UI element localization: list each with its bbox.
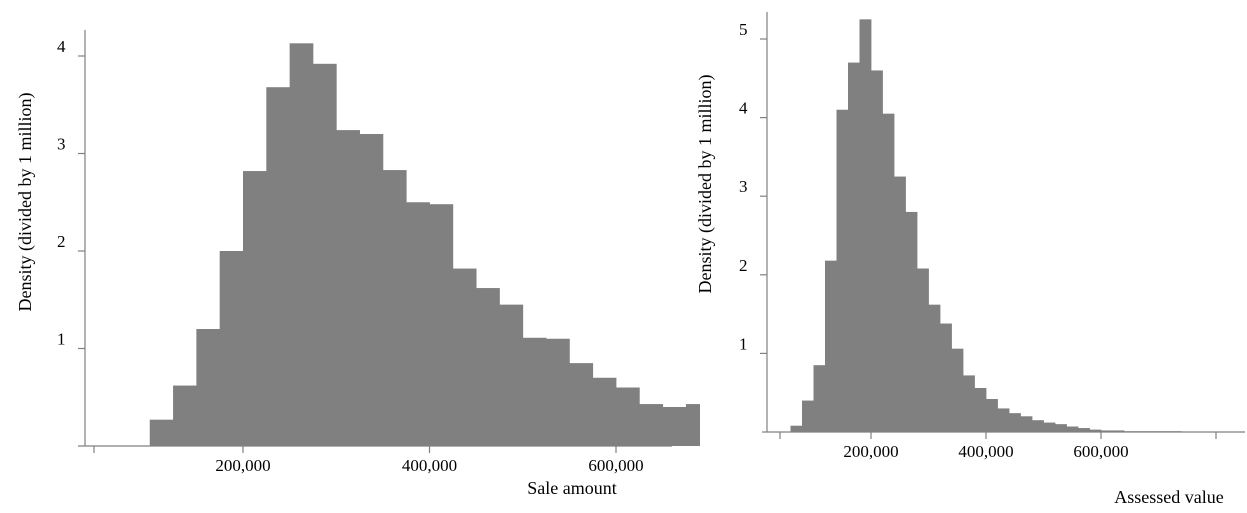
histogram-bar	[1009, 413, 1021, 432]
histogram-bar	[813, 365, 826, 432]
y-axis-title: Density (divided by 1 million)	[15, 93, 36, 312]
histogram-bar	[173, 385, 197, 446]
x-axis: 200,000 400,000 600,000	[78, 445, 672, 475]
histogram-bar	[997, 408, 1010, 432]
histogram-bar	[149, 419, 174, 446]
y-tick-label: 4	[57, 37, 66, 56]
histogram-bar	[917, 268, 929, 432]
histogram-bar	[894, 176, 906, 432]
x-tick-label: 600,000	[588, 456, 643, 475]
histogram-bar	[951, 348, 964, 432]
histogram-bar	[1055, 424, 1067, 432]
y-tick-label: 1	[739, 334, 748, 353]
histogram-bar	[336, 130, 360, 446]
y-axis-title: Density (divided by 1 million)	[695, 75, 716, 294]
histogram-bar	[452, 268, 477, 446]
histogram-bar	[882, 113, 895, 433]
y-tick-label: 3	[57, 135, 66, 154]
histogram-bar	[1066, 426, 1079, 432]
histogram-bar	[1020, 416, 1033, 432]
histogram-bar	[359, 134, 384, 446]
histogram-bar	[616, 387, 640, 446]
histogram-bar	[1078, 428, 1090, 432]
histogram-bar	[406, 202, 430, 446]
histogram-bar	[802, 400, 814, 432]
histogram-bar	[1043, 422, 1056, 432]
histogram-bar	[1089, 429, 1102, 432]
y-tick-label: 2	[57, 232, 66, 251]
histogram-bar	[546, 338, 570, 446]
histogram-bar	[825, 260, 837, 432]
histogram-bar	[974, 387, 987, 432]
histogram-bar	[871, 70, 883, 432]
y-axis: 1 2 3 4	[57, 30, 86, 446]
histogram-bar	[1032, 420, 1044, 432]
histogram-bar	[790, 425, 803, 432]
x-tick-label: 600,000	[1073, 442, 1128, 461]
histogram-bar	[196, 329, 221, 446]
histogram-bar	[266, 87, 291, 446]
bars-group	[149, 43, 700, 447]
histogram-bar	[986, 398, 998, 432]
histogram-bar	[522, 337, 547, 446]
y-tick-label: 5	[739, 20, 748, 39]
x-tick-label: 400,000	[402, 456, 457, 475]
histogram-bar	[429, 204, 454, 446]
histogram-bar	[1112, 430, 1125, 432]
histogram-bar	[859, 19, 872, 432]
histogram-bar	[312, 63, 337, 447]
sale-amount-histogram: 1 2 3 4 200,000 400,000 600,000 Density (divi…	[15, 30, 700, 498]
histogram-bar	[940, 323, 952, 432]
y-tick-label: 4	[739, 99, 748, 118]
histogram-bar	[685, 404, 700, 446]
histogram-bar	[963, 375, 975, 432]
x-axis-title: Sale amount	[527, 478, 616, 498]
histogram-bar	[928, 304, 941, 432]
histogram-bar	[905, 211, 918, 432]
histogram-bar	[499, 304, 524, 447]
y-tick-label: 3	[739, 177, 748, 196]
histogram-bar	[848, 62, 860, 432]
x-tick-label: 400,000	[958, 442, 1013, 461]
histogram-bar	[662, 407, 687, 446]
histogram-bar	[639, 404, 664, 446]
histogram-bar	[219, 251, 244, 446]
y-tick-label: 1	[57, 330, 66, 349]
histogram-bar	[243, 171, 267, 447]
y-tick-label: 2	[739, 256, 748, 275]
histogram-bar	[1101, 430, 1113, 432]
histogram-bar	[476, 288, 500, 446]
histogram-bar	[569, 363, 594, 447]
x-tick-label: 200,000	[215, 456, 270, 475]
histogram-bar	[836, 109, 849, 433]
assessed-value-histogram: 1 2 3 4 5 200,000 400,000 600,000 Density (div…	[695, 12, 1245, 507]
x-axis-title: Assessed value	[1114, 487, 1223, 507]
x-axis: 200,000 400,000 600,000	[762, 431, 1245, 461]
histogram-bar	[592, 377, 617, 446]
y-axis: 1 2 3 4 5	[739, 12, 768, 432]
histogram-bar	[382, 170, 407, 446]
x-tick-label: 200,000	[843, 442, 898, 461]
bars-group	[790, 19, 1217, 433]
histogram-bar	[289, 43, 314, 446]
